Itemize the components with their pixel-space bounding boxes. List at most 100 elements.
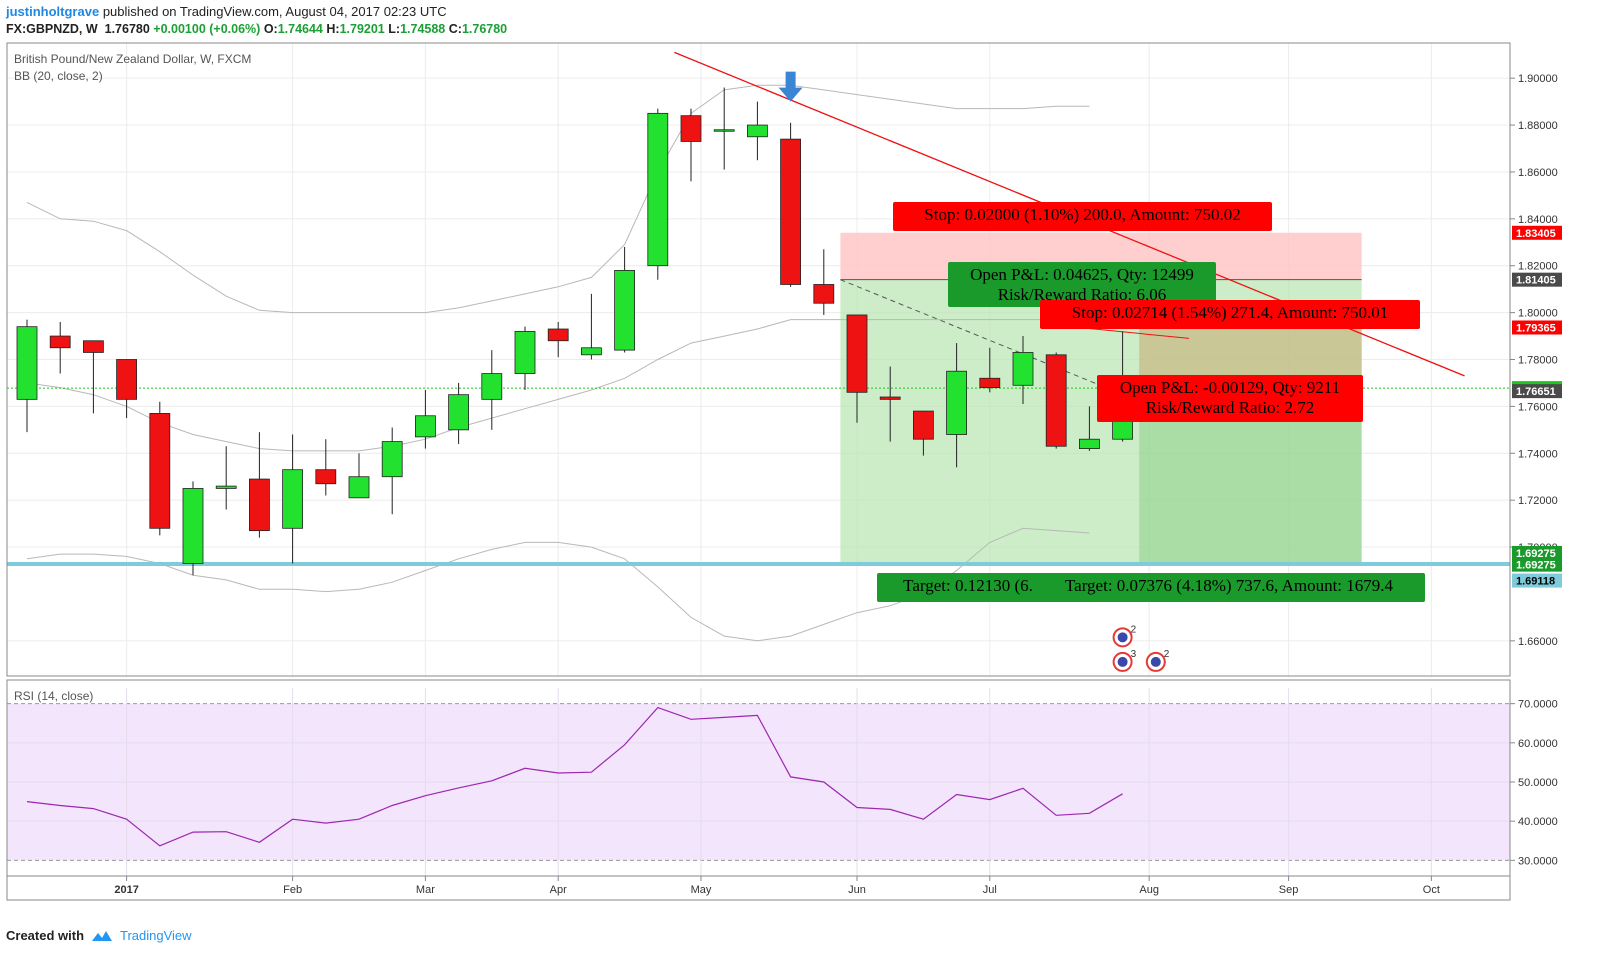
tradingview-brand[interactable]: TradingView	[120, 928, 192, 943]
change-value: +0.00100 (+0.06%)	[153, 22, 261, 36]
low-value: 1.74588	[400, 22, 446, 36]
x-tick-label: Oct	[1423, 884, 1440, 896]
candle	[1012, 336, 1034, 405]
candle	[116, 359, 137, 419]
y-tick-label: 1.78000	[1518, 355, 1558, 367]
author-link[interactable]: justinholtgrave	[6, 4, 100, 19]
candle	[680, 108, 702, 182]
candle-body	[1045, 354, 1067, 447]
rsi-pane-border	[6, 679, 1511, 901]
y-tick-label: 1.72000	[1518, 495, 1558, 507]
candle	[614, 246, 635, 353]
candle-body	[913, 410, 934, 440]
candle	[381, 427, 403, 515]
trade1-pnl-label: Open P&L: 0.04625, Qty: 12499Risk/Reward…	[948, 262, 1216, 307]
candle	[1045, 352, 1067, 449]
event-count: 2	[1164, 649, 1170, 660]
rsi-tick-label: 50.0000	[1518, 777, 1558, 789]
x-tick-label: May	[691, 884, 712, 896]
candle-body	[414, 415, 436, 438]
x-tick-label: Apr	[550, 884, 567, 896]
trade1-stop-label: Stop: 0.02000 (1.10%) 200.0, Amount: 750…	[893, 202, 1272, 231]
event-marker-icon: 2	[1145, 649, 1170, 672]
candle	[16, 319, 38, 433]
created-with-text: Created with	[6, 928, 85, 943]
footer: Created with TradingView	[6, 928, 192, 943]
price-axis-label: 1.79365	[1512, 320, 1562, 335]
high-value: 1.79201	[339, 22, 385, 36]
y-tick-label: 1.86000	[1518, 167, 1558, 179]
candle-body	[879, 396, 901, 400]
candle	[581, 293, 602, 360]
candle	[747, 101, 768, 161]
candle-body	[116, 359, 137, 400]
price-axis-label-text: 1.69275	[1516, 560, 1556, 572]
open-value: 1.74644	[277, 22, 323, 36]
candle-body	[514, 330, 536, 374]
x-tick-label: Feb	[283, 884, 302, 896]
trade2-stop-label: Stop: 0.02714 (1.54%) 271.4, Amount: 750…	[1040, 300, 1420, 329]
candle	[946, 343, 967, 468]
candle	[282, 434, 304, 564]
trade-label-text: Target: 0.12130 (6.	[903, 576, 1033, 595]
price-axis-label: 1.76651	[1512, 384, 1562, 399]
candle-body	[581, 347, 602, 356]
candle-body	[547, 328, 569, 342]
candle-body	[182, 488, 204, 564]
x-tick-label: Jul	[983, 884, 997, 896]
published-text: published on TradingView.com, August 04,…	[102, 4, 447, 19]
event-marker-icon: 2	[1112, 624, 1137, 648]
price-axis-label: 1.83405	[1512, 225, 1562, 240]
candle	[315, 439, 337, 496]
tradingview-logo-icon	[92, 930, 113, 941]
candle	[713, 87, 735, 170]
candle	[913, 410, 934, 456]
candle	[813, 249, 835, 315]
trade1-target-label: Target: 0.12130 (6.	[877, 573, 1059, 602]
candle	[547, 321, 569, 358]
event-count: 3	[1131, 649, 1137, 660]
candle-body	[248, 478, 270, 532]
trade2-stop-line	[1082, 327, 1190, 339]
candle-body	[614, 270, 635, 351]
x-tick-label: Sep	[1279, 884, 1299, 896]
trade-label-text: Risk/Reward Ratio: 2.72	[1146, 398, 1315, 417]
candle-body	[780, 138, 801, 285]
close-label: C:	[448, 22, 462, 36]
price-axis-label-text: 1.83405	[1516, 228, 1556, 240]
candle-body	[448, 394, 470, 431]
candle-body	[381, 441, 403, 478]
candle-body	[979, 377, 1001, 389]
y-tick-label: 1.76000	[1518, 401, 1558, 413]
candle	[248, 432, 270, 538]
candle-body	[846, 314, 868, 393]
x-tick-label: 2017	[114, 884, 138, 896]
candle	[448, 382, 470, 444]
candle-body	[713, 129, 735, 132]
event-count: 2	[1131, 624, 1137, 635]
publish-info: justinholtgrave published on TradingView…	[6, 4, 447, 22]
price-axis-label-text: 1.76651	[1516, 386, 1556, 398]
candle-body	[747, 124, 768, 138]
indicator-label: BB (20, close, 2)	[14, 69, 103, 83]
y-tick-label: 1.88000	[1518, 120, 1558, 132]
y-tick-label: 1.66000	[1518, 636, 1558, 648]
rsi-tick-label: 40.0000	[1518, 816, 1558, 828]
candle	[979, 347, 1001, 393]
candle-body	[83, 340, 104, 353]
bb-middle-line	[26, 319, 1090, 452]
candle	[182, 481, 204, 576]
bb-upper-line	[26, 84, 1090, 314]
candle	[348, 453, 370, 499]
candle	[1079, 406, 1100, 451]
y-tick-label: 1.80000	[1518, 308, 1558, 320]
trade-label-text: Open P&L: 0.04625, Qty: 12499	[970, 265, 1194, 284]
price-axis-label: 1.69275	[1512, 557, 1562, 572]
trade2-target-label: Target: 0.07376 (4.18%) 737.6, Amount: 1…	[1033, 573, 1425, 602]
high-label: H:	[326, 22, 340, 36]
candle-body	[680, 115, 702, 142]
price-axis-label: 1.69275	[1512, 545, 1562, 560]
rsi-line	[26, 706, 1123, 847]
close-value: 1.76780	[461, 22, 508, 36]
